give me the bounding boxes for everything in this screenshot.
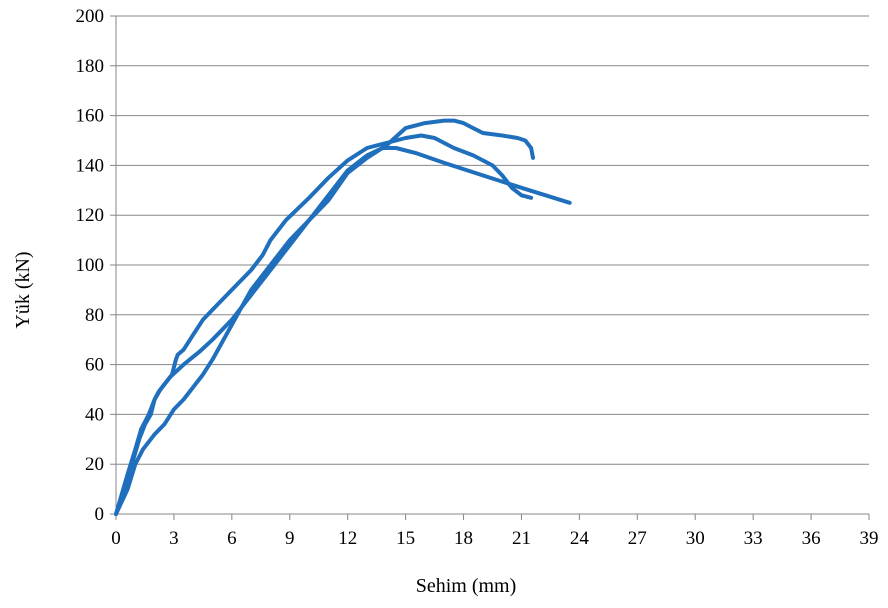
- y-tick-label: 80: [85, 305, 104, 326]
- y-tick-label: 60: [85, 355, 104, 376]
- y-tick-labels: 0 20 40 60 80 100 120 140 160 180 200: [76, 6, 105, 525]
- x-tick-label: 9: [285, 528, 295, 549]
- x-tick-label: 21: [512, 528, 531, 549]
- grid-lines: [116, 15, 869, 465]
- x-tick-label: 18: [454, 528, 473, 549]
- axes: [110, 15, 870, 520]
- x-axis-label: Sehim (mm): [416, 575, 517, 597]
- series-line-1: [114, 146, 572, 516]
- y-tick-label: 160: [76, 106, 105, 127]
- y-tick-label: 20: [85, 454, 104, 475]
- x-tick-label: 3: [169, 528, 179, 549]
- x-tick-label: 30: [686, 528, 705, 549]
- x-tick-label: 15: [396, 528, 415, 549]
- series-line-2: [114, 133, 534, 516]
- x-tick-label: 12: [338, 528, 357, 549]
- x-tick-label: 27: [628, 528, 647, 549]
- x-tick-labels: 0 3 6 9 12 15 18 21 24 27 30 33 36 39: [111, 528, 878, 549]
- y-tick-label: 120: [76, 205, 105, 226]
- x-tick-label: 39: [860, 528, 879, 549]
- series-line-3: [114, 118, 535, 516]
- x-tick-label: 36: [802, 528, 821, 549]
- y-tick-label: 100: [76, 255, 105, 276]
- x-tick-label: 24: [570, 528, 590, 549]
- y-axis-label: Yük (kN): [12, 251, 34, 328]
- x-tick-label: 6: [227, 528, 237, 549]
- series-group: [114, 118, 572, 516]
- x-tick-label: 33: [744, 528, 763, 549]
- y-tick-label: 0: [95, 504, 105, 525]
- y-tick-label: 180: [76, 56, 105, 77]
- x-tick-label: 0: [111, 528, 121, 549]
- y-tick-label: 140: [76, 155, 105, 176]
- y-tick-label: 40: [85, 404, 104, 425]
- y-tick-label: 200: [76, 6, 105, 27]
